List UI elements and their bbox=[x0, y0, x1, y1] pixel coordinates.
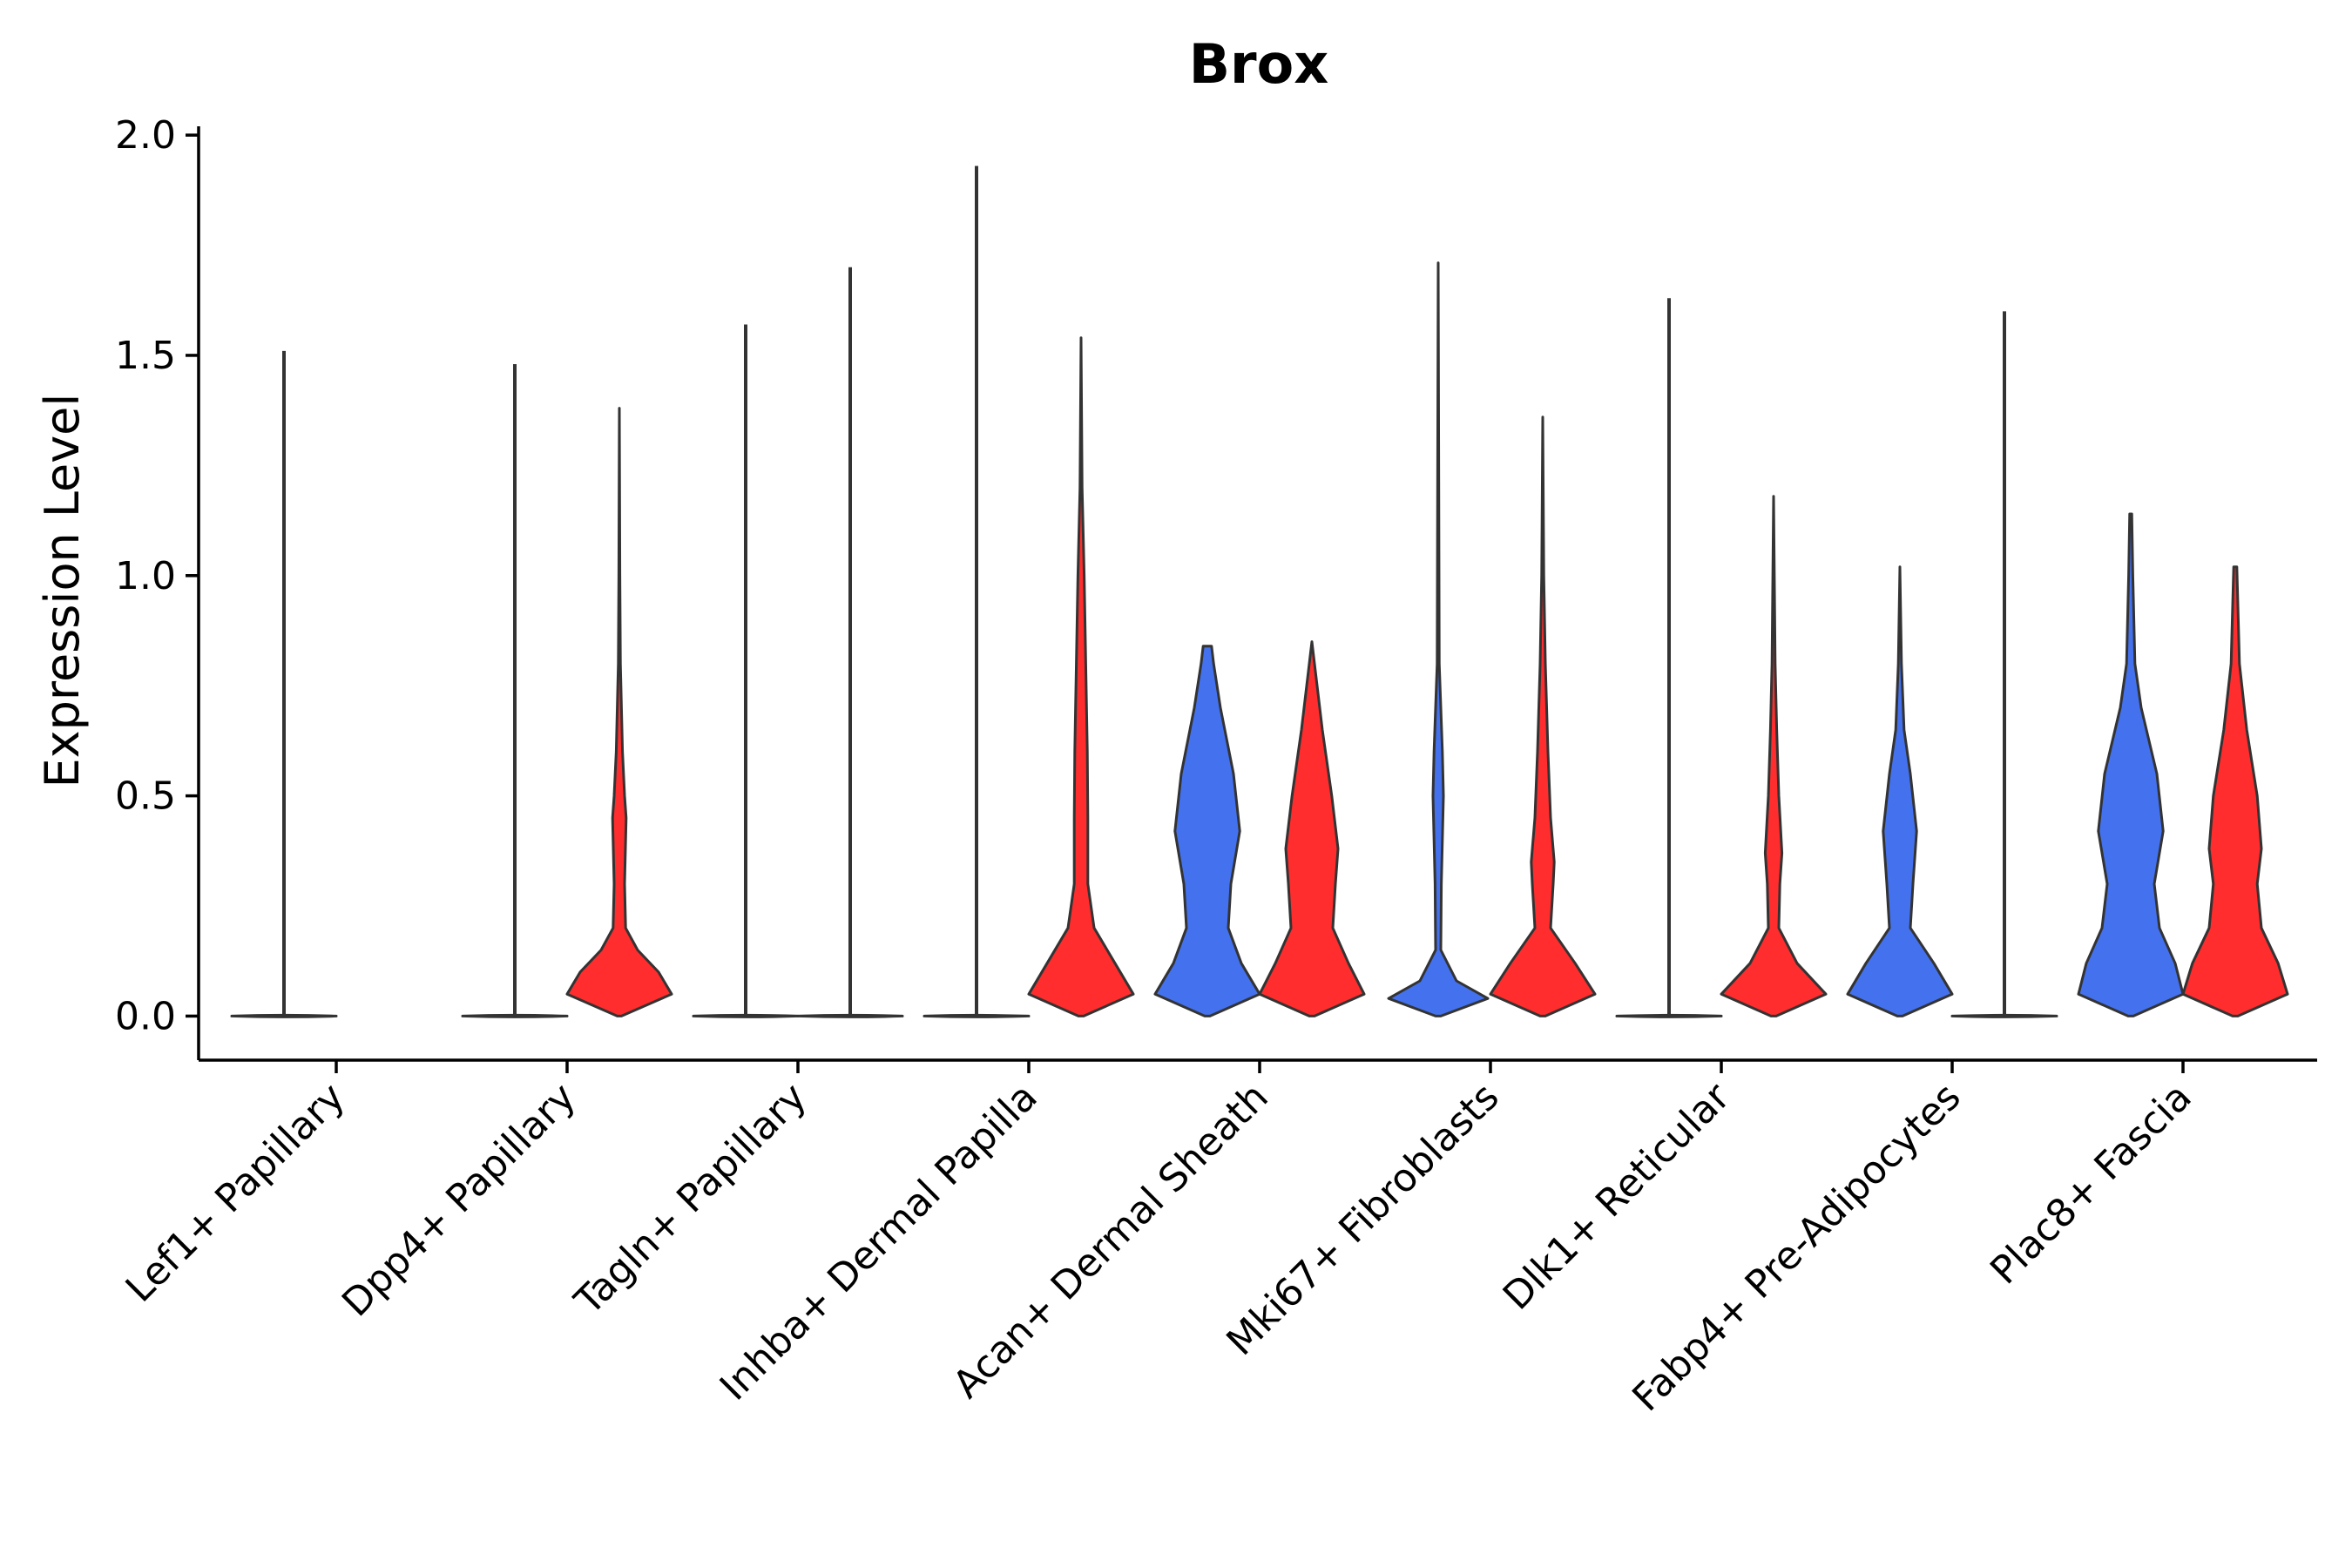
chart-title: Brox bbox=[1189, 32, 1328, 96]
violin-fabp4-pre-adipocytes-blue bbox=[1846, 565, 1954, 1017]
x-category-label: Dpp4+ Papillary bbox=[334, 1075, 585, 1326]
x-category-label: Dlk1+ Reticular bbox=[1495, 1074, 1740, 1319]
violin-plac8-fascia-red bbox=[2181, 565, 2289, 1017]
plot-area bbox=[230, 166, 2289, 1018]
violin-plac8-fascia-blue bbox=[2077, 512, 2185, 1017]
violin-acan-dermal-sheath-red bbox=[1258, 640, 1366, 1017]
x-category-label: Lef1+ Papillary bbox=[118, 1075, 354, 1311]
violin-dpp4-papillary-red bbox=[565, 407, 673, 1017]
x-category-label: Tagln+ Papillary bbox=[566, 1075, 815, 1324]
y-tick-label: 1.5 bbox=[115, 334, 176, 378]
violin-mki67-fibroblasts-blue bbox=[1387, 261, 1490, 1017]
violin-acan-dermal-sheath-blue bbox=[1153, 645, 1261, 1017]
y-tick-label: 2.0 bbox=[115, 113, 176, 158]
x-category-label: Plac8+ Fascia bbox=[1982, 1075, 2200, 1294]
violin-inhba-dermal-papilla-red bbox=[1027, 336, 1135, 1017]
violin-mki67-fibroblasts-red bbox=[1489, 416, 1597, 1017]
y-tick-label: 0.5 bbox=[115, 774, 176, 819]
y-tick-label: 0.0 bbox=[115, 994, 176, 1038]
y-axis-label: Expression Level bbox=[35, 394, 90, 788]
violin-dlk1-reticular-red bbox=[1720, 495, 1828, 1017]
y-tick-label: 1.0 bbox=[115, 554, 176, 598]
